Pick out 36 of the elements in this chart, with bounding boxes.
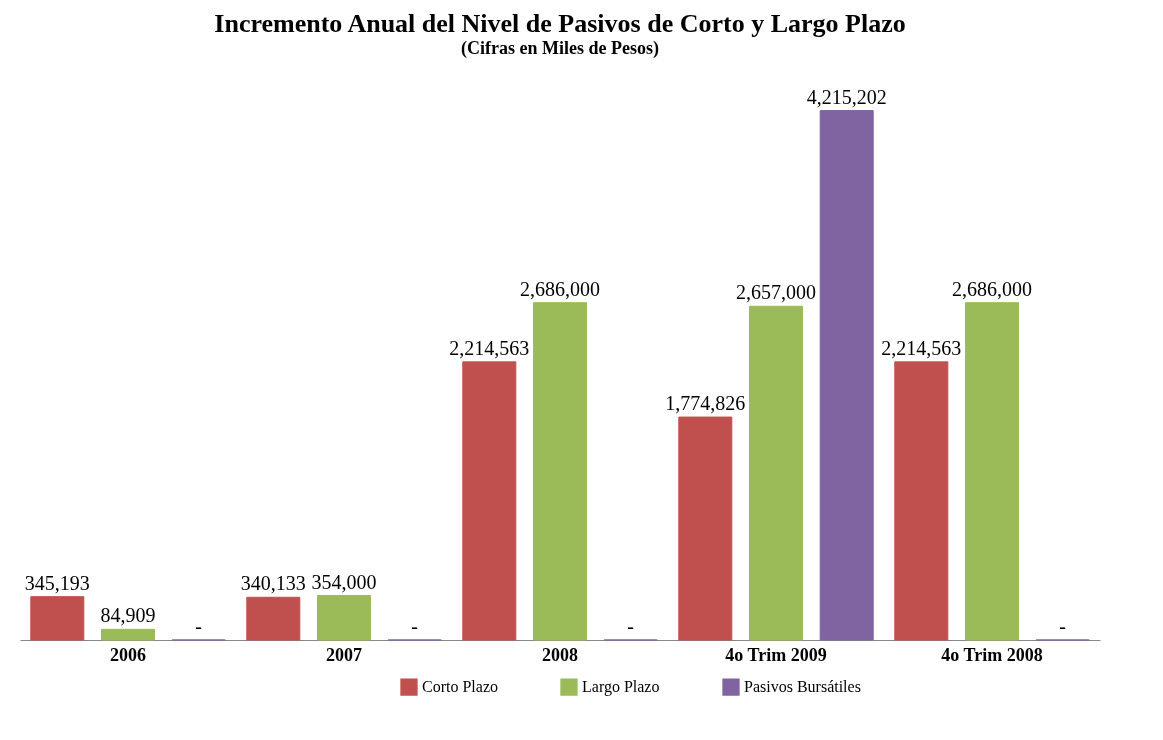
- legend-label: Corto Plazo: [422, 678, 498, 696]
- chart-title: Incremento Anual del Nivel de Pasivos de Corto y Largo Plazo: [214, 8, 906, 38]
- data-label: -: [195, 615, 203, 637]
- chart-subtitle: (Cifras en Miles de Pesos): [461, 37, 659, 59]
- data-label: 84,909: [100, 604, 156, 627]
- bar: [748, 305, 804, 641]
- data-label: 2,686,000: [520, 277, 600, 300]
- x-tick-label: 2008: [542, 644, 578, 665]
- data-label: 2,657,000: [736, 281, 816, 304]
- bar: [462, 361, 517, 641]
- data-label: -: [411, 615, 419, 637]
- data-label: 345,193: [24, 571, 90, 594]
- data-label: 1,774,826: [665, 392, 746, 415]
- data-label: 354,000: [311, 570, 377, 593]
- x-tick-label: 2007: [326, 644, 362, 665]
- bar: [100, 628, 156, 641]
- bar: [964, 302, 1020, 641]
- bar: [894, 361, 949, 641]
- legend-label: Pasivos Bursátiles: [744, 678, 861, 696]
- bar: [246, 596, 301, 641]
- x-tick-label: 4o Trim 2008: [941, 644, 1043, 665]
- data-label: 2,214,563: [881, 336, 962, 359]
- data-label: -: [1059, 615, 1067, 637]
- bar: [316, 595, 372, 641]
- data-label: -: [627, 615, 635, 637]
- bar: [819, 110, 874, 641]
- x-tick-label: 2006: [110, 644, 146, 665]
- data-label: 2,686,000: [952, 277, 1032, 300]
- bar: [532, 302, 588, 641]
- bar: [678, 416, 733, 641]
- data-label: 2,214,563: [449, 336, 530, 359]
- legend-label: Largo Plazo: [582, 678, 660, 697]
- data-label: 340,133: [240, 572, 306, 595]
- data-label: 4,215,202: [806, 85, 887, 108]
- x-tick-label: 4o Trim 2009: [725, 644, 827, 665]
- bar: [30, 596, 85, 641]
